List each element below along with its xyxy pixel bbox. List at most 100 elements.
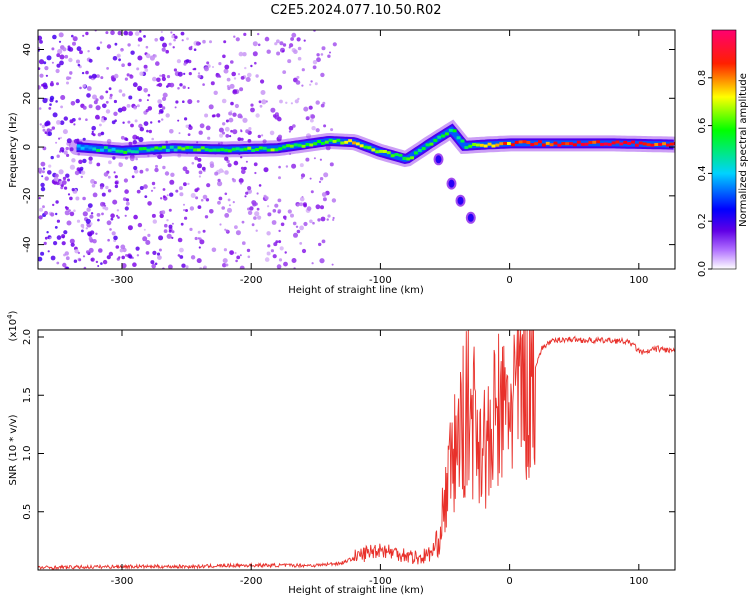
spectrogram-noise-speck	[127, 62, 132, 67]
spectrogram-noise-speck	[309, 83, 312, 86]
colorbar-tick-label: 0.6	[697, 118, 708, 134]
spectrogram-noise-speck	[322, 197, 327, 202]
spectrogram-noise-speck	[277, 134, 283, 139]
spectrogram-noise-speck	[107, 189, 112, 193]
spectrogram-noise-speck	[187, 133, 191, 137]
spectrogram-noise-speck	[235, 230, 241, 236]
spectrogram-noise-speck	[176, 59, 181, 64]
spectrogram-noise-speck	[136, 104, 140, 108]
spectrogram-noise-speck	[49, 237, 52, 239]
spectrogram-noise-speck	[232, 112, 237, 117]
spectrogram-noise-speck	[181, 39, 184, 42]
spectrogram-noise-speck	[156, 84, 159, 87]
spectrogram-noise-speck	[88, 156, 93, 161]
spectrogram-noise-speck	[120, 49, 124, 52]
spectrogram-noise-speck	[44, 236, 48, 240]
spectrogram-noise-speck	[226, 77, 231, 82]
spectrogram-noise-speck	[90, 212, 94, 215]
spectrogram-noise-speck	[209, 163, 215, 168]
spectrogram-noise-speck	[145, 168, 149, 172]
spectrogram-noise-speck	[87, 203, 93, 209]
spectrogram-noise-speck	[130, 50, 135, 55]
spectrogram-noise-speck	[55, 212, 58, 216]
spectrogram-noise-speck	[199, 239, 205, 245]
spectrogram-noise-speck	[158, 109, 164, 114]
spectrogram-noise-speck	[299, 225, 304, 231]
spectrogram-noise-speck	[50, 81, 54, 84]
spectrogram-noise-speck	[108, 251, 114, 257]
spectrogram-noise-speck	[214, 171, 219, 176]
spectrogram-noise-speck	[318, 242, 322, 247]
snr-x-tick-label: -300	[111, 576, 134, 587]
spectrogram-noise-speck	[46, 128, 51, 133]
spectrogram-noise-speck	[177, 71, 183, 77]
spectrogram-noise-speck	[190, 255, 196, 260]
spectrogram-noise-speck	[197, 205, 202, 210]
spectrogram-noise-speck	[240, 130, 243, 133]
colorbar-tick-label: 0.2	[697, 213, 708, 229]
spectrogram-noise-speck	[197, 157, 202, 162]
spectrogram-noise-speck	[239, 265, 245, 269]
spectrogram-noise-speck	[188, 124, 192, 127]
spectrogram-noise-speck	[133, 214, 138, 220]
spectrogram-noise-speck	[91, 130, 94, 133]
spectrogram-noise-speck	[114, 184, 119, 189]
spectrogram-noise-speck	[173, 68, 177, 72]
spectrogram-noise-speck	[317, 218, 321, 222]
spectrogram-noise-speck	[44, 131, 48, 135]
spectrogram-noise-speck	[303, 39, 306, 42]
spectrogram-noise-speck	[105, 100, 109, 104]
spectrogram-noise-speck	[120, 250, 123, 253]
spectrogram-noise-speck	[146, 99, 149, 102]
spectrogram-noise-speck	[73, 123, 76, 126]
spectrogram-noise-speck	[261, 134, 264, 137]
spectrogram-noise-speck	[310, 118, 314, 123]
spectrogram-noise-speck	[38, 197, 41, 200]
spectrogram-noise-speck	[240, 156, 243, 159]
spectrogram-noise-speck	[224, 156, 229, 161]
spectrogram-noise-speck	[332, 42, 337, 47]
spectrogram-noise-speck	[249, 206, 254, 211]
spectrogram-noise-speck	[171, 236, 174, 239]
spectrogram-noise-speck	[88, 160, 93, 165]
spectrogram-noise-speck	[283, 261, 288, 267]
spectrogram-noise-speck	[109, 93, 113, 97]
spectrogram-noise-speck	[68, 57, 73, 63]
spectrogram-noise-speck	[257, 43, 261, 47]
spectrogram-noise-speck	[71, 34, 74, 38]
spectrogram-noise-speck	[53, 241, 58, 246]
spectrogram-noise-speck	[240, 76, 245, 80]
snr-panel: -300 -200 -100 0 100 0.5 1.0 1.5 2.0 Height of s…	[6, 310, 676, 596]
spectrogram-noise-speck	[306, 206, 312, 211]
spectrogram-noise-speck	[100, 76, 104, 80]
spectrogram-noise-speck	[105, 31, 109, 35]
spectrogram-noise-speck	[319, 158, 322, 161]
spectrogram-noise-speck	[111, 231, 116, 236]
spectrogram-noise-speck	[172, 46, 175, 49]
spectrogram-noise-speck	[63, 150, 68, 155]
spectrogram-noise-speck	[100, 201, 105, 207]
spectrogram-noise-speck	[169, 82, 175, 88]
spectrogram-noise-speck	[293, 232, 298, 238]
spectrogram-noise-speck	[117, 107, 123, 113]
spectrogram-noise-speck	[242, 241, 246, 245]
spectrogram-noise-speck	[288, 125, 294, 131]
spectrogram-noise-speck	[136, 254, 140, 257]
spectrogram-noise-speck	[230, 110, 233, 113]
spectrogram-noise-speck	[236, 255, 241, 260]
spectrogram-noise-speck	[289, 153, 292, 155]
spectrogram-noise-speck	[50, 212, 55, 217]
spectrogram-noise-speck	[243, 166, 247, 171]
spectrogram-noise-speck	[106, 67, 109, 70]
snr-series-line	[38, 330, 675, 570]
spectrogram-noise-speck	[229, 83, 235, 89]
spectrogram-noise-speck	[150, 260, 155, 265]
spectrogram-noise-speck	[120, 244, 126, 250]
spectrogram-noise-speck	[42, 205, 45, 209]
spectrogram-noise-speck	[241, 169, 246, 175]
spectrogram-noise-speck	[202, 229, 206, 233]
spectrogram-noise-speck	[223, 40, 227, 44]
spectrogram-noise-speck	[242, 117, 248, 123]
spectrogram-noise-speck	[166, 85, 169, 88]
spectrogram-noise-speck	[266, 251, 271, 256]
